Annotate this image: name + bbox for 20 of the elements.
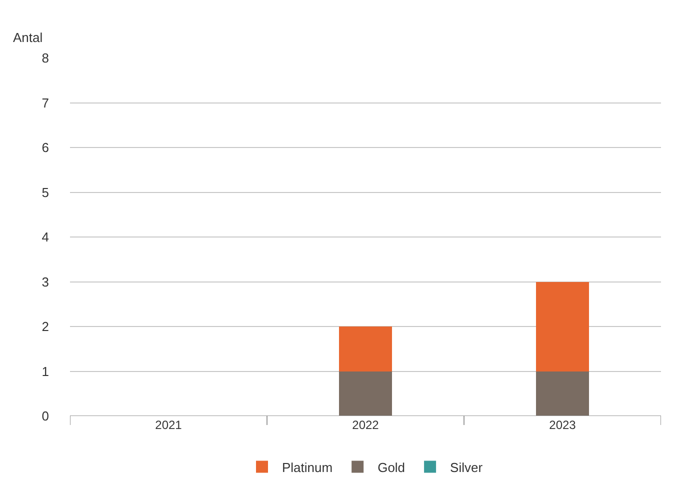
bar	[338, 326, 392, 372]
y-axis-title: Antal	[13, 30, 43, 45]
legend-label: Silver	[450, 460, 484, 475]
x-tick-label: 2021	[155, 418, 182, 432]
bar	[536, 371, 590, 416]
x-tick-label: 2023	[549, 418, 576, 432]
y-tick-label: 0	[42, 408, 49, 424]
y-tick-label: 7	[42, 95, 49, 110]
x-tick-label: 2022	[352, 418, 380, 432]
legend-label: Gold	[378, 460, 406, 475]
bar	[536, 282, 590, 372]
y-tick-label: 6	[42, 140, 49, 156]
y-tick-label: 5	[42, 184, 49, 200]
y-tick-label: 1	[42, 364, 49, 379]
y-tick-label: 3	[42, 274, 49, 290]
bar	[338, 371, 392, 416]
y-tick-label: 2	[42, 319, 49, 334]
y-tick-label: 8	[42, 50, 49, 66]
y-tick-label: 4	[42, 230, 49, 245]
legend-label: Platinum	[282, 460, 333, 475]
